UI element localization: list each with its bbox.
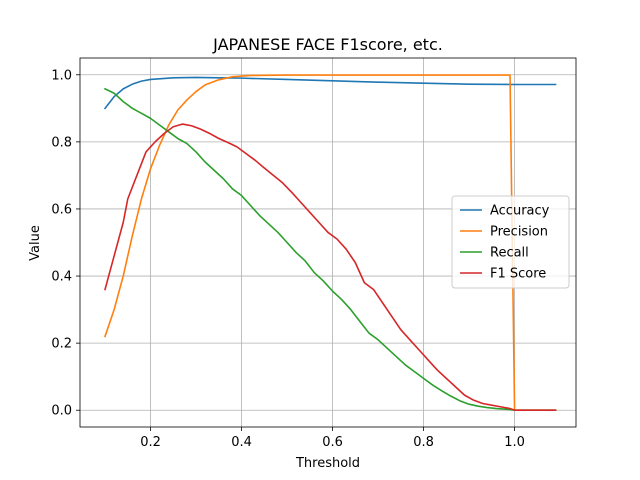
legend-label-recall: Recall bbox=[490, 246, 529, 261]
legend-label-precision: Precision bbox=[490, 225, 548, 240]
x-axis-label: Threshold bbox=[295, 456, 360, 471]
x-tick-label: 0.6 bbox=[322, 435, 343, 450]
series-line-recall bbox=[103, 87, 557, 412]
y-tick-label: 0.0 bbox=[51, 404, 72, 419]
legend-box bbox=[451, 195, 570, 289]
y-tick-label: 0.6 bbox=[51, 202, 72, 217]
legend-label-f1-score: F1 Score bbox=[490, 267, 546, 282]
series-line-accuracy bbox=[103, 76, 557, 110]
x-tick-label: 0.8 bbox=[413, 435, 434, 450]
y-tick-label: 0.2 bbox=[51, 337, 72, 352]
y-axis-label: Value bbox=[28, 225, 43, 261]
legend: Accuracy Precision Recall F1 Score bbox=[451, 195, 570, 289]
series-lines bbox=[103, 74, 557, 412]
axis-ticks: 0.2 0.4 0.6 0.8 1.0 0.0 0.2 0.4 0.6 0.8 1.0 bbox=[51, 68, 525, 450]
y-tick-label: 0.8 bbox=[51, 135, 72, 150]
legend-label-accuracy: Accuracy bbox=[490, 204, 550, 219]
x-tick-label: 1.0 bbox=[504, 435, 525, 450]
series-line-f1-score bbox=[104, 123, 557, 412]
y-tick-label: 1.0 bbox=[51, 68, 72, 83]
plot-frame bbox=[79, 57, 577, 428]
y-tick-label: 0.4 bbox=[51, 270, 72, 285]
x-tick-label: 0.4 bbox=[231, 435, 252, 450]
series-line-precision bbox=[104, 74, 557, 412]
chart-title: JAPANESE FACE F1score, etc. bbox=[212, 35, 443, 54]
x-tick-label: 0.2 bbox=[140, 435, 161, 450]
